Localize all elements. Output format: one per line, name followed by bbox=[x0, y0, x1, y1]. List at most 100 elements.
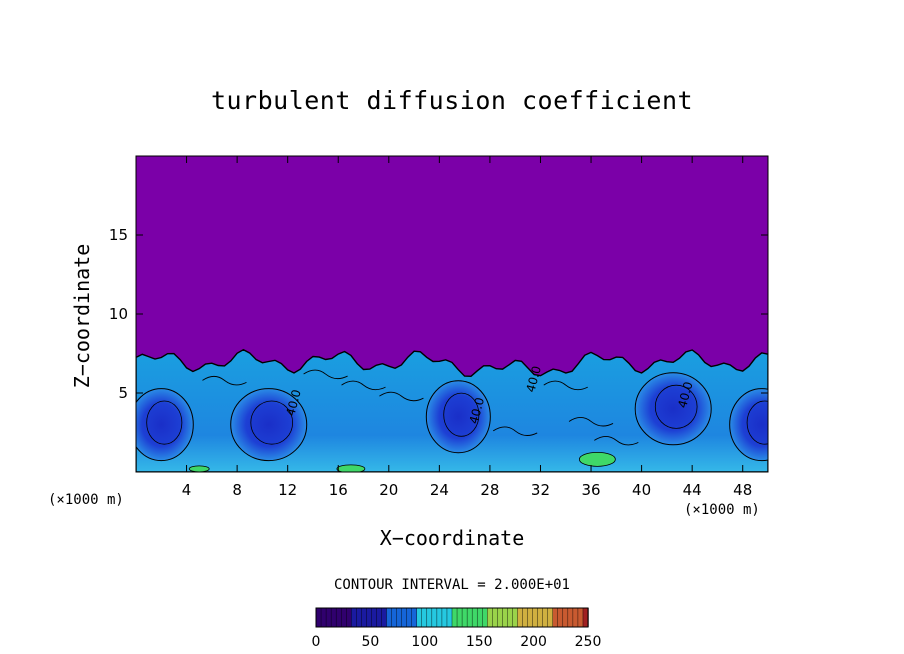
eddy-inner-contour-2 bbox=[443, 392, 480, 437]
eddy-2 bbox=[425, 380, 491, 454]
colorbar-cell bbox=[330, 607, 337, 628]
colorbar-cell bbox=[335, 607, 342, 628]
colorbar-cell bbox=[542, 607, 549, 628]
x-tick-label: 8 bbox=[232, 481, 242, 499]
colorbar-cell bbox=[320, 607, 327, 628]
colorbar-cell bbox=[340, 607, 347, 628]
colorbar-cell bbox=[517, 607, 524, 628]
y-tick-label: 15 bbox=[109, 226, 128, 244]
x-tick-label: 4 bbox=[182, 481, 192, 499]
colorbar-tick-label: 250 bbox=[575, 634, 602, 650]
contour-streak-7 bbox=[492, 426, 538, 436]
x-tick-label: 28 bbox=[480, 481, 499, 499]
colorbar-cell bbox=[466, 607, 473, 628]
contour-streak-5 bbox=[303, 369, 348, 380]
colorbar-cell bbox=[451, 607, 458, 628]
contour-streak-3 bbox=[568, 416, 614, 427]
y-tick-label: 10 bbox=[109, 305, 128, 323]
colorbar-cell bbox=[346, 607, 352, 628]
eddy-1 bbox=[230, 388, 308, 462]
colorbar-cell bbox=[532, 607, 539, 628]
x-tick-label: 20 bbox=[379, 481, 398, 499]
colorbar-cell bbox=[492, 607, 499, 628]
colorbar-tick-label: 0 bbox=[312, 634, 321, 650]
colorbar-cell bbox=[446, 607, 453, 628]
eddy-inner-contour-4 bbox=[746, 400, 768, 445]
colorbar-tick-label: 150 bbox=[466, 634, 493, 650]
colorbar-cell bbox=[507, 607, 514, 628]
contour-streak-0 bbox=[341, 380, 386, 391]
contour-label-3: 40.0 bbox=[675, 380, 695, 409]
colorbar-cell bbox=[351, 607, 357, 628]
colorbar-cell bbox=[456, 607, 463, 628]
colorbar-cell bbox=[441, 607, 448, 628]
colorbar-cell bbox=[487, 607, 493, 628]
colorbar-cell bbox=[411, 607, 418, 628]
contour-interval-label: CONTOUR INTERVAL = 2.000E+01 bbox=[333, 577, 570, 593]
colorbar-cell bbox=[577, 607, 584, 628]
eddy-0 bbox=[136, 388, 194, 462]
colorbar-cell bbox=[562, 607, 569, 628]
colorbar-cell bbox=[315, 607, 322, 628]
contour-streak-6 bbox=[594, 435, 639, 446]
x-tick-label: 32 bbox=[531, 481, 550, 499]
x-tick-label: 44 bbox=[683, 481, 702, 499]
colorbar-cell bbox=[391, 607, 398, 628]
colorbar-cell bbox=[527, 607, 534, 628]
colorbar-cell bbox=[497, 607, 504, 628]
contour-label-0: 40.0 bbox=[283, 388, 303, 417]
x-tick-label: 48 bbox=[733, 481, 752, 499]
high-value-patch-1 bbox=[336, 464, 366, 472]
colorbar-cell bbox=[461, 607, 468, 628]
colorbar-cell bbox=[371, 607, 378, 628]
x-tick-label: 24 bbox=[430, 481, 449, 499]
colorbar-cell bbox=[406, 607, 413, 628]
colorbar-cell bbox=[557, 607, 564, 628]
colorbar-cell bbox=[431, 607, 438, 628]
contour-streak-2 bbox=[543, 380, 588, 391]
colorbar-cell bbox=[361, 607, 368, 628]
colorbar-frame bbox=[315, 607, 589, 628]
colorbar-tick-label: 50 bbox=[361, 634, 379, 650]
colorbar-cell bbox=[537, 607, 544, 628]
colorbar-cell bbox=[512, 607, 519, 628]
colorbar-cell bbox=[547, 607, 554, 628]
colorbar-cell bbox=[381, 607, 388, 628]
colorbar-cell bbox=[552, 607, 559, 628]
colorbar-tick-label: 200 bbox=[520, 634, 547, 650]
x-tick-label: 40 bbox=[632, 481, 651, 499]
colorbar-cell bbox=[436, 607, 443, 628]
colorbar-cell bbox=[376, 607, 383, 628]
eddy-4 bbox=[729, 388, 768, 462]
eddy-inner-contour-1 bbox=[250, 400, 294, 445]
colorbar-cell bbox=[366, 607, 373, 628]
colorbar-cell bbox=[567, 607, 574, 628]
x-axis-label: X−coordinate bbox=[379, 526, 525, 550]
x-unit-label-right: (×1000 m) bbox=[684, 502, 760, 518]
eddy-3 bbox=[634, 372, 712, 446]
contour-streak-1 bbox=[379, 391, 424, 402]
x-tick-label: 36 bbox=[581, 481, 600, 499]
y-tick-label: 5 bbox=[118, 384, 128, 402]
x-unit-label-left: (×1000 m) bbox=[48, 492, 124, 508]
x-tick-label: 12 bbox=[278, 481, 297, 499]
colorbar-cell bbox=[482, 607, 488, 628]
colorbar-cell bbox=[356, 607, 363, 628]
high-value-patch-2 bbox=[188, 465, 210, 472]
high-value-patch-0 bbox=[578, 451, 616, 467]
colorbar-cell bbox=[502, 607, 509, 628]
colorbar-cell bbox=[416, 607, 423, 628]
colorbar-cell bbox=[325, 607, 332, 628]
eddy-inner-contour-3 bbox=[654, 384, 698, 429]
colorbar-cell bbox=[476, 607, 483, 628]
x-tick-label: 16 bbox=[329, 481, 348, 499]
chart-title: turbulent diffusion coefficient bbox=[210, 86, 694, 115]
colorbar-cell bbox=[572, 607, 579, 628]
contour-streak-4 bbox=[202, 375, 247, 386]
colorbar-cell bbox=[401, 607, 408, 628]
colorbar-cell bbox=[471, 607, 478, 628]
colorbar-cell bbox=[426, 607, 433, 628]
eddy-inner-contour-0 bbox=[146, 400, 183, 445]
contour-label-2: 40.0 bbox=[524, 364, 544, 393]
